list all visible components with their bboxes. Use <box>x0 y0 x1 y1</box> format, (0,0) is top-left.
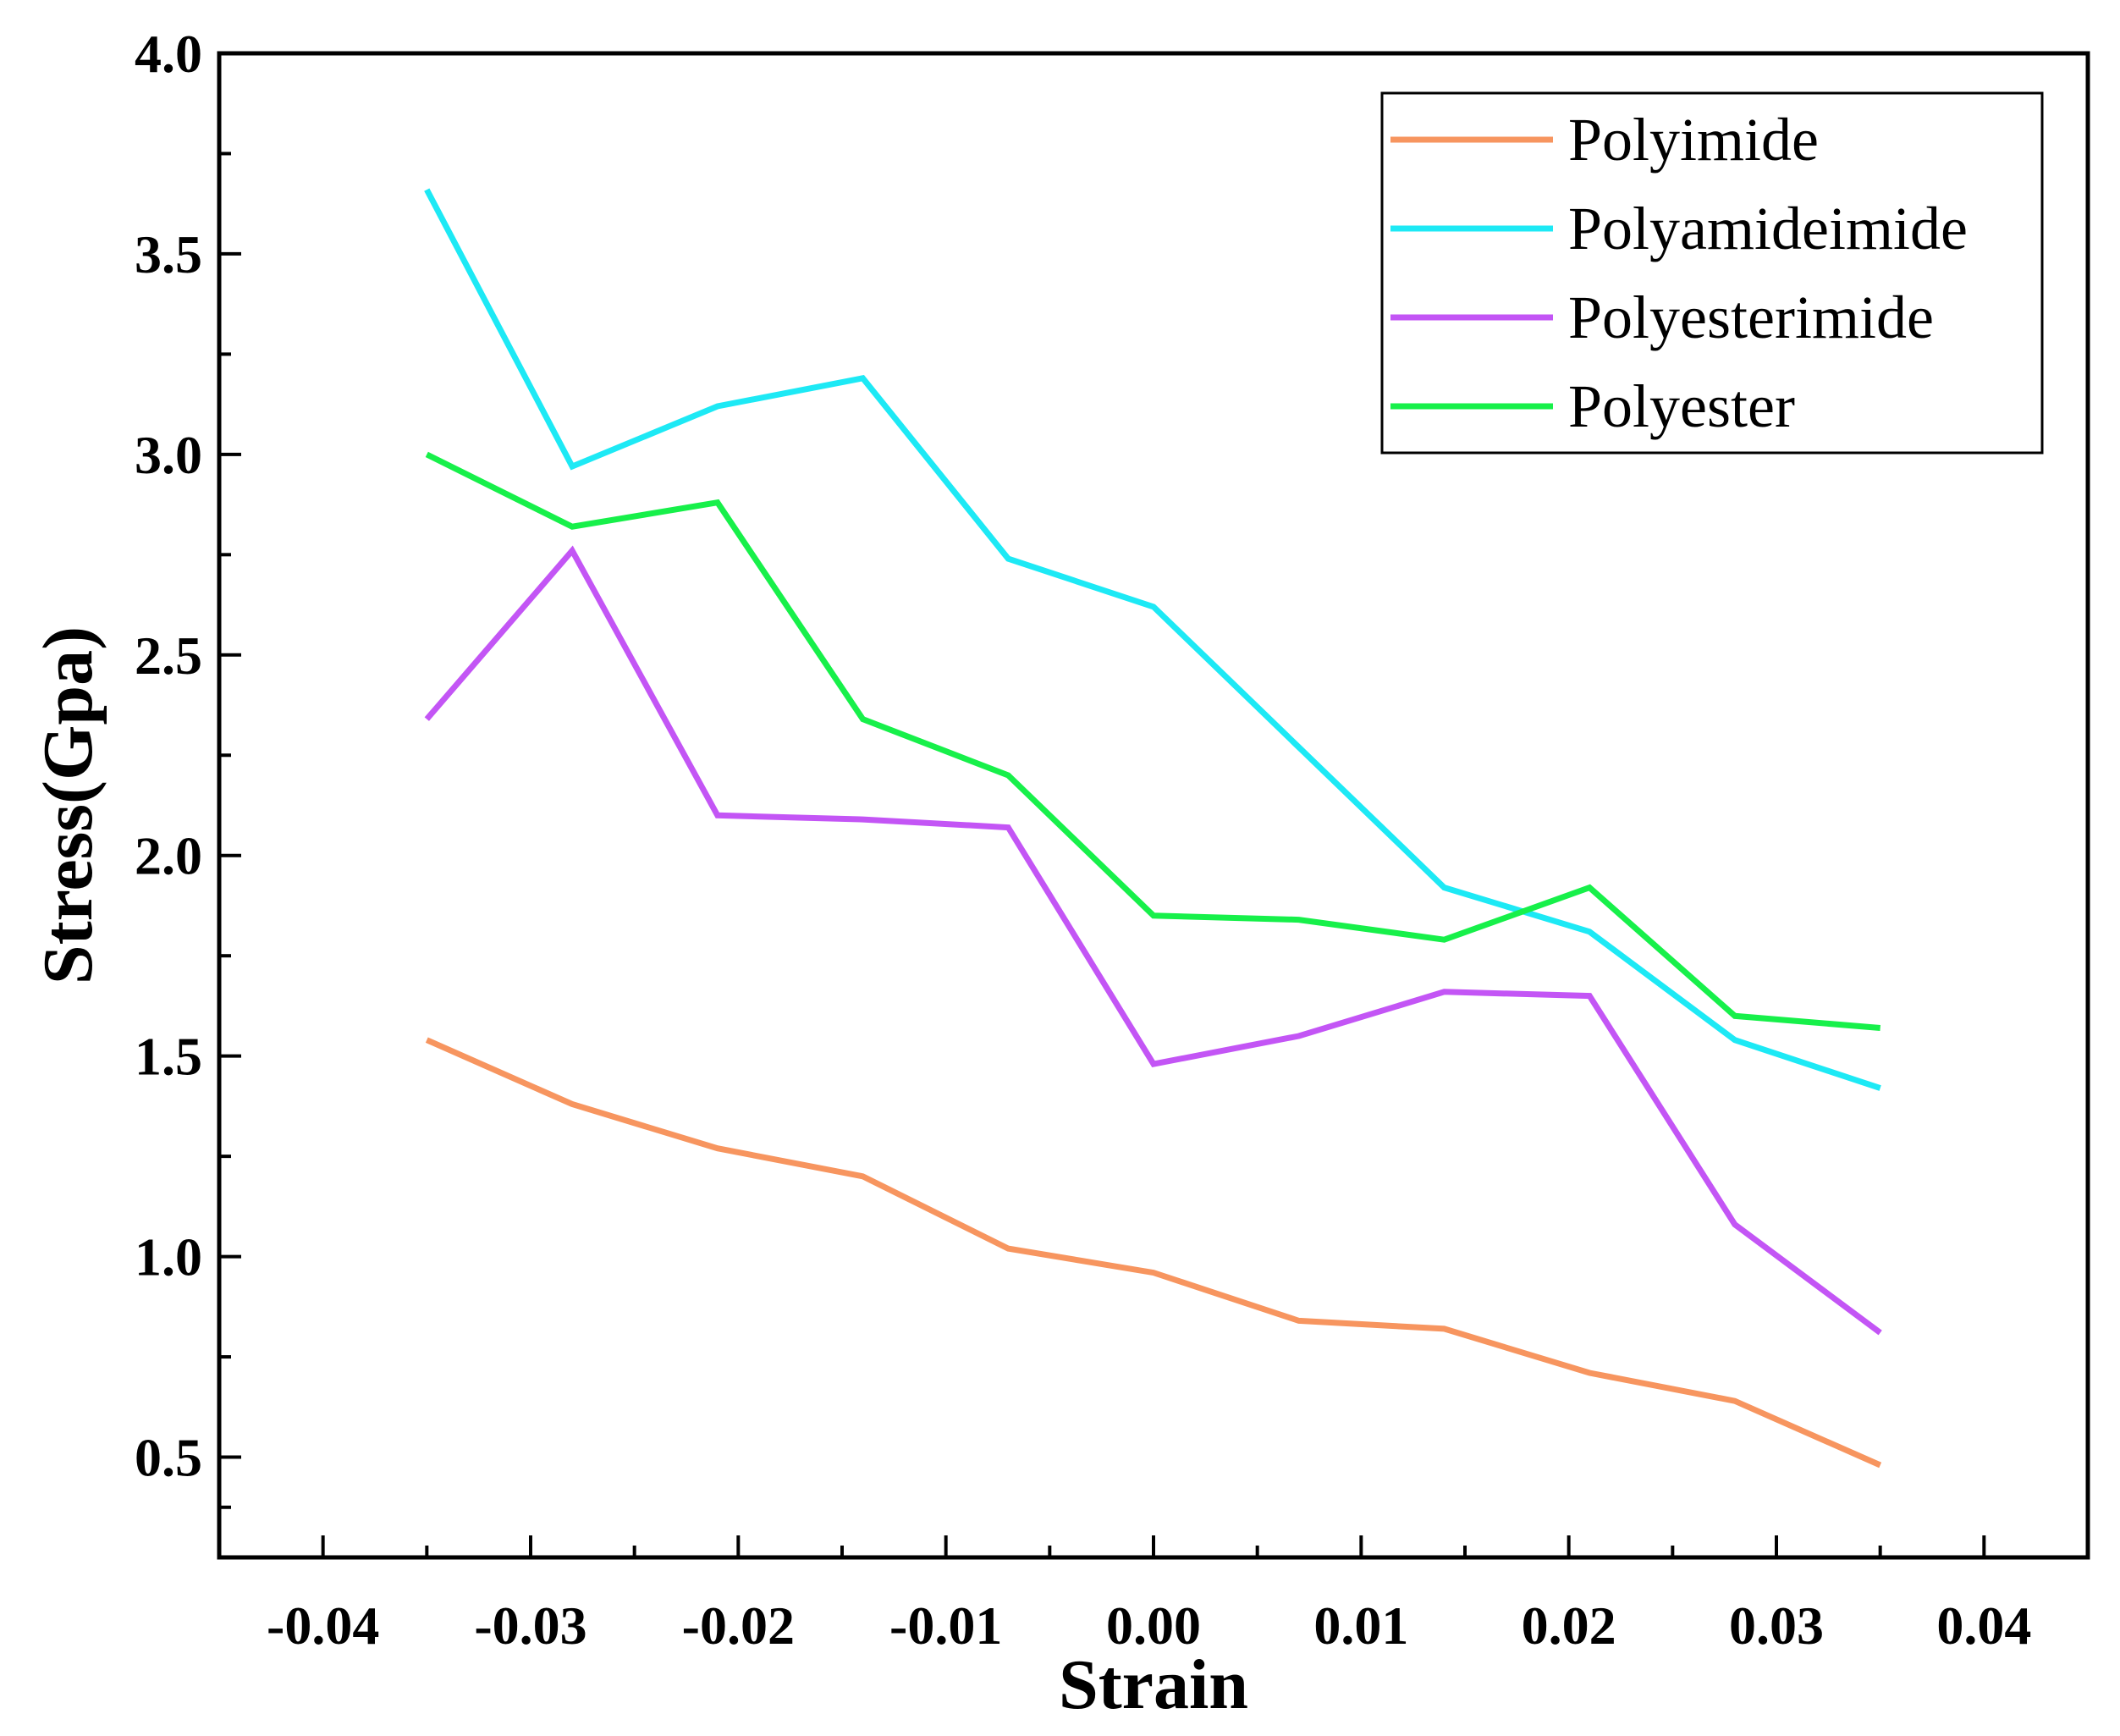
legend-label: Polyamideimide <box>1568 195 1968 262</box>
x-tick-label: -0.02 <box>682 1595 795 1656</box>
y-axis-title: Stress(Gpa) <box>29 626 107 984</box>
legend-label: Polyesterimide <box>1568 284 1934 351</box>
x-tick-label: 0.04 <box>1936 1595 2031 1656</box>
x-axis-title: Strain <box>1059 1645 1248 1724</box>
series-line-polyesterimide <box>424 545 1882 1336</box>
legend-box <box>1380 91 2044 455</box>
x-tick-label: 0.00 <box>1106 1595 1201 1656</box>
y-tick-label: 2.0 <box>135 826 202 886</box>
x-tick-label: -0.03 <box>474 1595 586 1656</box>
series-line-polyimide <box>425 1037 1882 1469</box>
x-tick-label: 0.03 <box>1729 1595 1824 1656</box>
y-tick-label: 1.5 <box>135 1027 202 1087</box>
series-line-polyester <box>425 451 1880 1031</box>
y-tick-label: 3.0 <box>135 425 202 485</box>
legend-label: Polyimide <box>1568 106 1819 174</box>
x-tick-label: 0.01 <box>1313 1595 1408 1656</box>
x-tick-label: -0.01 <box>889 1595 1002 1656</box>
y-tick-label: 4.0 <box>135 24 202 84</box>
x-tick-label: -0.04 <box>267 1595 379 1656</box>
y-tick-label: 3.5 <box>135 224 202 284</box>
y-tick-label: 1.0 <box>135 1227 202 1287</box>
y-tick-label: 2.5 <box>135 626 202 686</box>
x-tick-label: 0.02 <box>1522 1595 1616 1656</box>
legend: Polyimide Polyamideimide Polyesterimide Pol… <box>1380 91 2044 455</box>
y-tick-label: 0.5 <box>135 1428 202 1488</box>
series-line-polyamideimide <box>424 188 1881 1091</box>
legend-label: Polyester <box>1568 372 1795 440</box>
